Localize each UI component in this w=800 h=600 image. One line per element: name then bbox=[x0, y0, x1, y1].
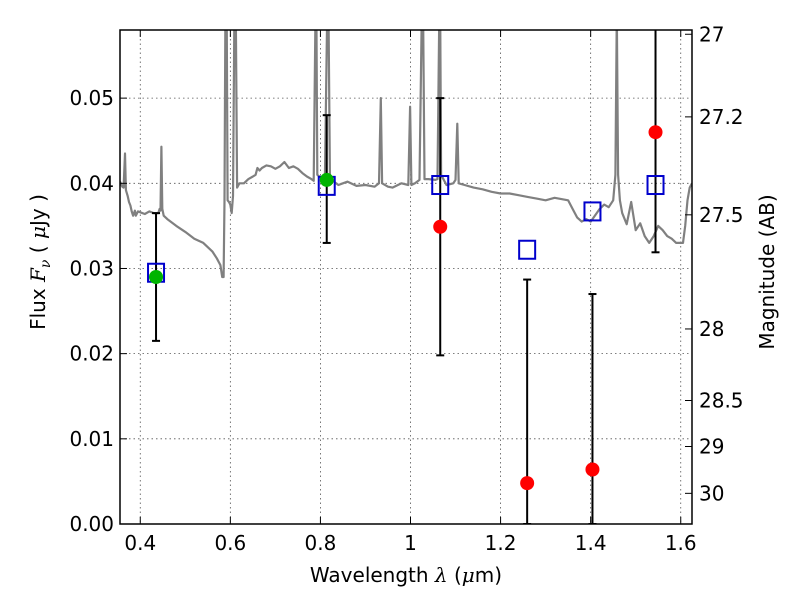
observed-points-layer bbox=[149, 125, 663, 491]
observed-flux-point bbox=[648, 125, 663, 140]
y-tick-label: 0.02 bbox=[69, 342, 114, 366]
observed-flux-point bbox=[319, 172, 334, 187]
x-tick-label: 0.6 bbox=[214, 531, 246, 555]
y2-tick-label: 30 bbox=[699, 481, 724, 505]
y-tick-label: 0.04 bbox=[69, 171, 114, 195]
observed-flux-point bbox=[520, 476, 535, 491]
y-tick-label: 0.01 bbox=[69, 427, 114, 451]
y2-tick-labels: 27 27.2 27.5 28 28.5 29 30 bbox=[699, 22, 744, 505]
y-tick-label: 0.03 bbox=[69, 256, 114, 280]
y2-tick-label: 28 bbox=[699, 317, 724, 341]
x-axis-lambda-symbol: λ bbox=[434, 563, 448, 587]
plot-background bbox=[120, 30, 692, 524]
observed-flux-point bbox=[149, 270, 164, 284]
y-axis-mu-symbol: μ bbox=[26, 226, 50, 239]
y-axis-f-symbol: F bbox=[26, 267, 50, 283]
observed-flux-point bbox=[433, 219, 448, 234]
y-tick-label: 0.00 bbox=[69, 512, 114, 536]
x-tick-label: 1 bbox=[404, 531, 417, 555]
x-tick-label: 1.2 bbox=[485, 531, 517, 555]
y2-tick-label: 29 bbox=[699, 434, 724, 458]
y-tick-labels: 0.00 0.01 0.02 0.03 0.04 0.05 bbox=[69, 86, 114, 536]
x-axis-mu-symbol: μ bbox=[462, 563, 475, 587]
model-spectrum-line bbox=[120, 30, 692, 279]
y-axis-title: Flux Fν ( μJy ) bbox=[26, 194, 54, 330]
x-axis-title: Wavelength λ (μm) bbox=[310, 563, 502, 587]
model-spectrum-layer bbox=[120, 30, 692, 279]
observed-flux-point bbox=[585, 462, 600, 477]
ticks bbox=[120, 30, 692, 525]
x-tick-label: 1.4 bbox=[575, 531, 607, 555]
y2-tick-label: 27.5 bbox=[699, 203, 744, 227]
model-photometry-square bbox=[431, 175, 450, 196]
y2-axis-title: Magnitude (AB) bbox=[755, 194, 779, 349]
model-photometry-square bbox=[583, 201, 602, 222]
x-tick-label: 0.4 bbox=[124, 531, 156, 555]
y2-tick-label: 28.5 bbox=[699, 389, 744, 413]
model-photometry-square bbox=[518, 239, 537, 260]
y-axis-nu-subscript: ν bbox=[38, 259, 54, 268]
x-tick-label: 1.6 bbox=[665, 531, 697, 555]
y2-tick-label: 27.2 bbox=[699, 105, 744, 129]
x-tick-labels: 0.4 0.6 0.8 1 1.2 1.4 1.6 bbox=[124, 531, 696, 555]
model-photometry-square bbox=[646, 175, 665, 196]
y-tick-label: 0.05 bbox=[69, 86, 114, 110]
plot-frame bbox=[119, 29, 693, 525]
y2-tick-label: 27 bbox=[699, 22, 724, 46]
x-tick-label: 0.8 bbox=[305, 531, 337, 555]
